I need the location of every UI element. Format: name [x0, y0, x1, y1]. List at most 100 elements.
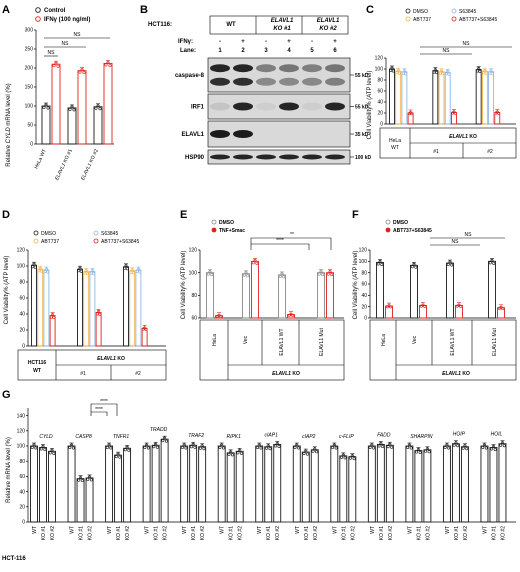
data-point — [418, 451, 422, 455]
legend-combo: ABT737+S63845 — [459, 17, 497, 23]
treatment-sign: + — [333, 39, 337, 45]
bar — [151, 444, 160, 523]
table-cell: Vec — [412, 335, 418, 344]
y-tick-label: 150 — [25, 85, 34, 91]
x-tick-label: WT — [70, 526, 76, 534]
panel-g-axes: 0 20 40 60 80 100 120 140 — [17, 408, 516, 526]
y-tick-label: 100 — [17, 444, 26, 450]
panel-d-bars — [31, 261, 148, 347]
data-point — [43, 448, 47, 452]
treatment-sign: + — [287, 39, 291, 45]
data-point — [291, 313, 295, 317]
bar — [273, 444, 282, 523]
data-point — [210, 273, 214, 277]
panel-d-legend: DMSO ABT737 S63845 ABT737+S63845 — [33, 230, 139, 245]
x-tick-label: KO #2 — [463, 526, 469, 540]
bar — [93, 106, 103, 145]
bar — [292, 445, 301, 523]
blot-band — [302, 154, 322, 160]
treat-label: IFNγ: — [178, 39, 193, 45]
sig-label: **** — [95, 407, 103, 413]
x-tick-label: KO #2 — [425, 526, 431, 540]
table-cell: #2 — [135, 371, 141, 377]
bar — [460, 446, 469, 523]
data-point — [381, 444, 385, 448]
y-tick-label: 120 — [359, 248, 368, 254]
blot-label: ELAVL1 — [181, 132, 204, 138]
data-point — [488, 261, 492, 265]
data-point — [52, 451, 56, 455]
y-tick-label: 20 — [377, 111, 383, 117]
table-cell: ELAVL1 KO — [442, 371, 470, 377]
sig-label: NS — [48, 50, 56, 56]
data-point — [180, 445, 184, 449]
group-label-wt: WT — [226, 22, 236, 28]
table-cell: ELAVL1 Mut — [319, 328, 325, 356]
data-point — [331, 445, 335, 449]
table-cell: ELAVL1 WT — [450, 328, 456, 355]
panel-c-bars — [389, 65, 501, 125]
data-point — [127, 448, 131, 452]
x-tick-label: KO #2 — [125, 526, 131, 540]
data-point — [380, 262, 384, 266]
bar — [180, 445, 189, 523]
sig-label: NS — [62, 41, 70, 47]
bar — [242, 273, 250, 319]
data-point — [89, 478, 93, 482]
bar — [376, 262, 384, 319]
data-point — [52, 64, 56, 68]
table-cell: HeLa — [212, 334, 218, 346]
x-tick-label: KO #1 — [229, 526, 235, 540]
blot-band — [210, 77, 230, 86]
data-point — [108, 63, 112, 67]
data-point — [219, 315, 223, 319]
bar — [475, 69, 482, 125]
bar — [401, 71, 408, 125]
bar — [488, 260, 496, 319]
data-point — [227, 452, 231, 456]
sig-label: NS — [465, 232, 473, 238]
y-tick-label: 60 — [19, 474, 25, 480]
data-point — [80, 479, 84, 483]
data-point — [155, 445, 159, 449]
bar — [67, 445, 76, 523]
bar — [30, 445, 38, 523]
x-tick-label: KO #2 — [500, 526, 506, 540]
bar — [37, 268, 44, 347]
blot-band — [302, 64, 322, 73]
data-point — [492, 261, 496, 265]
bar — [438, 71, 445, 125]
mw-marker: 55 kD — [355, 73, 369, 79]
legend-combo: ABT737+S63845 — [393, 228, 432, 234]
panel-label-a: A — [2, 4, 10, 16]
x-tick-label: KO #1 — [416, 526, 422, 540]
data-point — [315, 450, 319, 454]
data-point — [427, 450, 431, 454]
gene-label: TRADD — [150, 427, 168, 433]
bar — [451, 443, 460, 523]
data-point — [239, 451, 243, 455]
data-point — [452, 443, 456, 447]
blot-band — [279, 102, 299, 111]
bar — [105, 445, 114, 523]
data-point — [435, 71, 439, 75]
cell-line-label: HCT116: — [148, 22, 172, 28]
bar — [395, 70, 402, 125]
blot-strip — [207, 120, 351, 148]
bar — [198, 446, 207, 523]
bar — [76, 478, 85, 523]
y-tick-label: 20 — [361, 304, 367, 310]
y-tick-label: 80 — [361, 270, 367, 276]
blot-band — [210, 64, 230, 73]
panel-label-c: C — [366, 4, 374, 16]
x-tick-label: KO #2 — [388, 526, 394, 540]
data-point — [164, 439, 168, 443]
data-point — [242, 273, 246, 277]
panel-a-ylabel: Relative CYLD mRNA level (%) — [6, 83, 12, 166]
bar — [103, 62, 113, 145]
data-point — [79, 269, 83, 273]
gene-label: FADD — [377, 432, 391, 438]
x-tick-label: WT — [332, 526, 338, 534]
y-tick-label: 200 — [25, 66, 34, 72]
gene-label: HOIP — [453, 432, 466, 438]
